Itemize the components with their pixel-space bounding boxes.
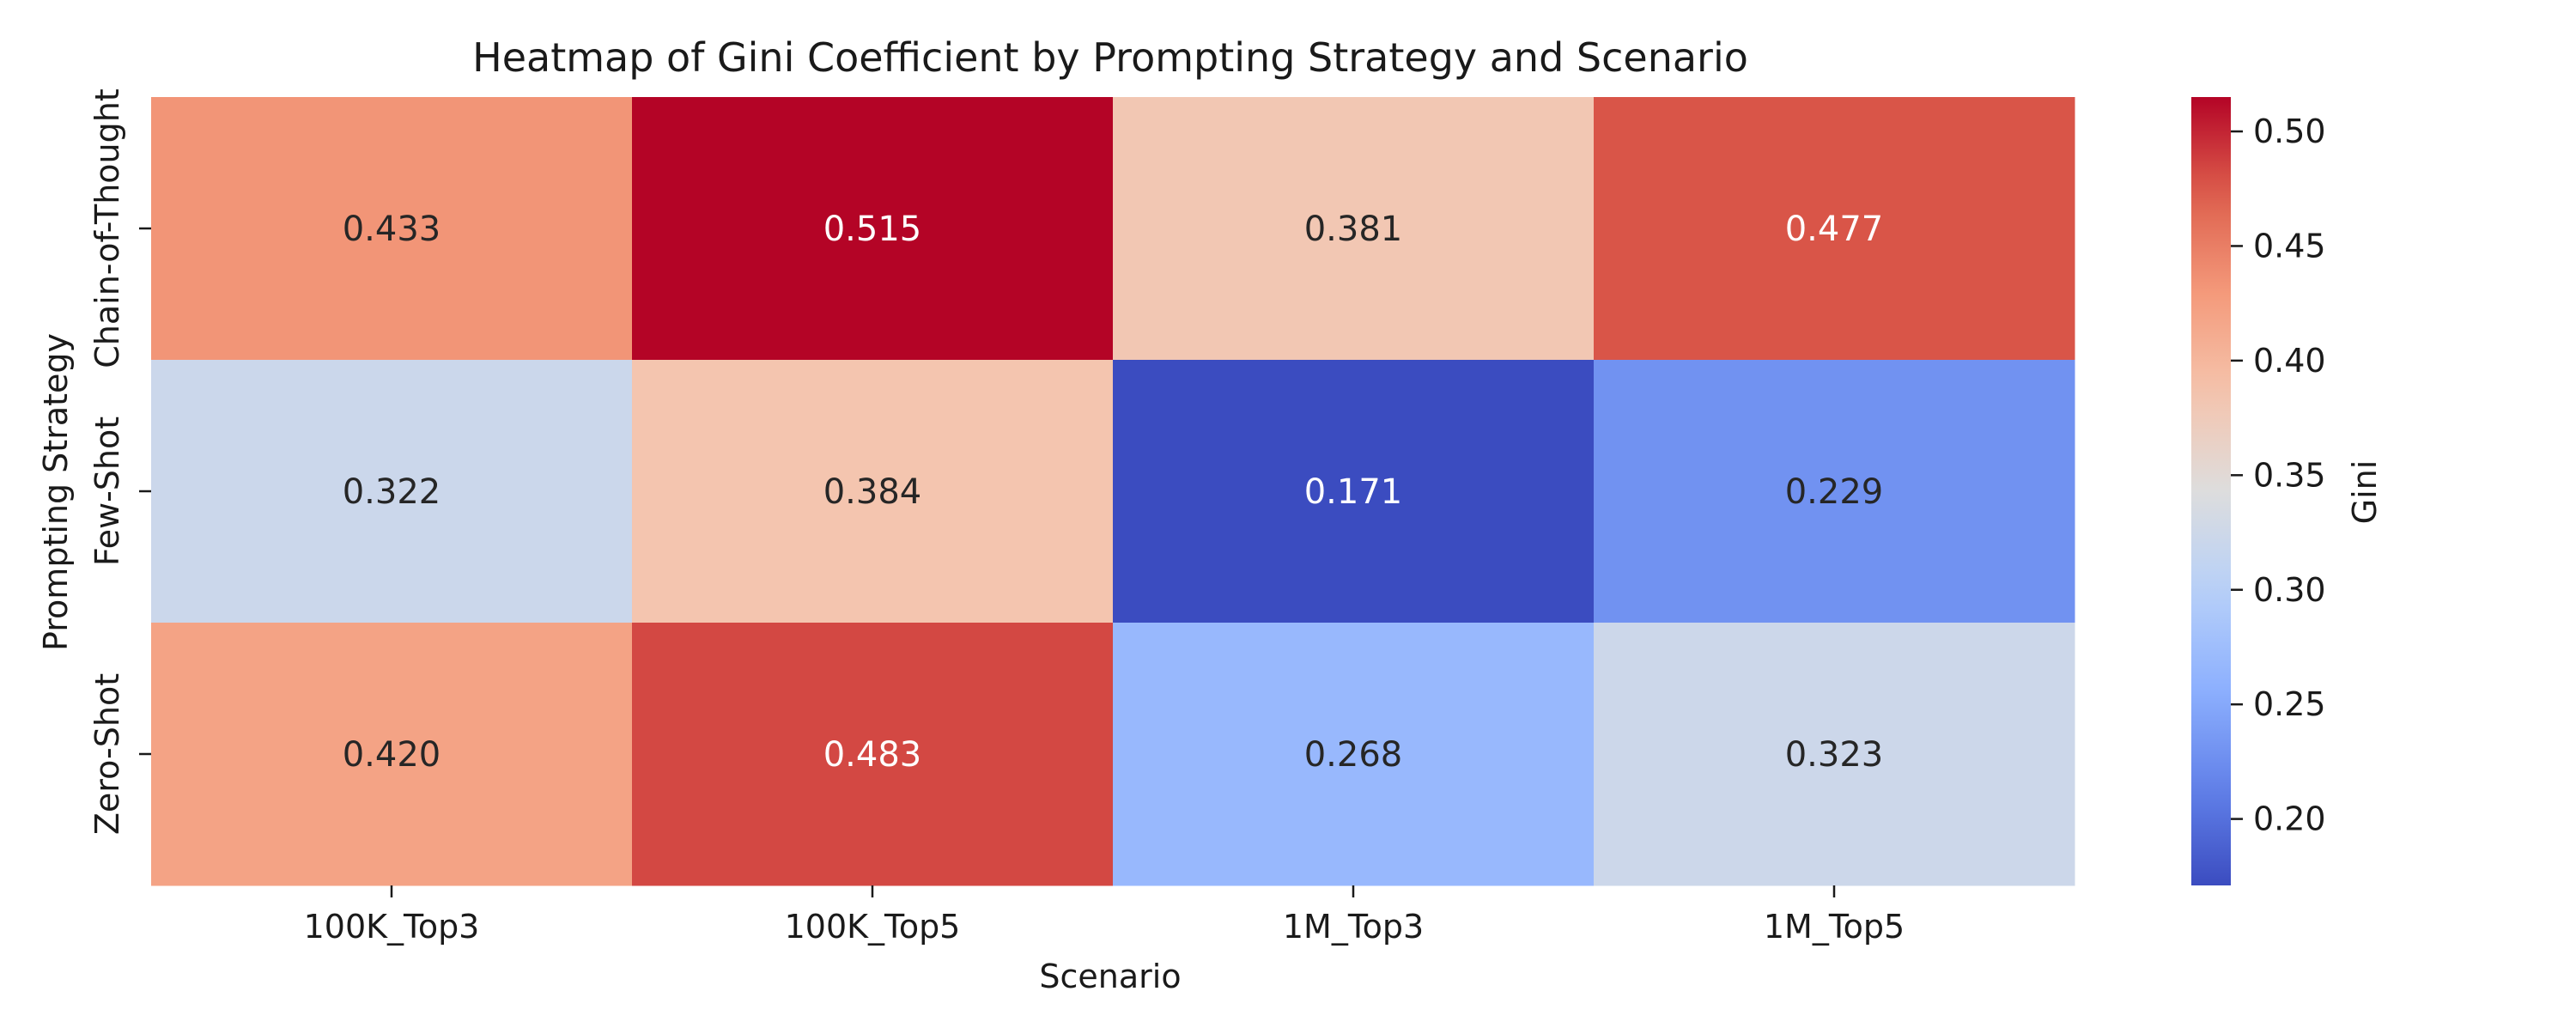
cell-value-label: 0.322 <box>343 472 441 512</box>
x-axis-label: Scenario <box>1039 958 1181 995</box>
heatmap-cells: 0.433 0.515 0.381 0.477 0.322 0.384 0.171 0.229… <box>151 97 2075 886</box>
cell-value-label: 0.420 <box>343 735 441 775</box>
cell-value-label: 0.433 <box>343 210 441 249</box>
cell-value-label: 0.477 <box>1785 210 1884 249</box>
heatmap-cell <box>632 360 1114 623</box>
heatmap-cell <box>151 623 633 886</box>
heatmap-cell <box>1113 97 1595 361</box>
cell-value-label: 0.323 <box>1785 735 1884 775</box>
y-tick-label: Few-Shot <box>88 417 126 566</box>
cell-value-label: 0.483 <box>823 735 922 775</box>
colorbar-tick-label: 0.50 <box>2253 113 2326 150</box>
chart-title: Heatmap of Gini Coefficient by Prompting… <box>472 34 1748 81</box>
heatmap-cell <box>1594 97 2075 361</box>
colorbar-tick-label: 0.45 <box>2253 227 2326 265</box>
heatmap-cell <box>151 360 633 623</box>
colorbar-tick-label: 0.35 <box>2253 456 2326 494</box>
x-tick-label: 100K_Top5 <box>785 908 961 946</box>
x-axis: 100K_Top3 100K_Top5 1M_Top3 1M_Top5 <box>304 885 1905 946</box>
cell-value-label: 0.381 <box>1304 210 1403 249</box>
colorbar-tick-label: 0.25 <box>2253 685 2326 723</box>
colorbar-tick-label: 0.40 <box>2253 342 2326 380</box>
cell-value-label: 0.171 <box>1304 472 1403 512</box>
heatmap-cell <box>1113 623 1595 886</box>
colorbar-tick-label: 0.30 <box>2253 571 2326 609</box>
colorbar-label: Gini <box>2346 460 2384 525</box>
x-tick-label: 1M_Top5 <box>1764 908 1905 946</box>
cell-value-label: 0.229 <box>1785 472 1884 512</box>
y-tick-label: Zero-Shot <box>88 673 126 835</box>
cell-value-label: 0.268 <box>1304 735 1403 775</box>
cell-value-label: 0.384 <box>823 472 922 512</box>
colorbar: 0.20 0.25 0.30 0.35 0.40 0.45 0.50 <box>2191 97 2326 885</box>
cell-value-label: 0.515 <box>823 210 922 249</box>
heatmap-cell <box>632 623 1114 886</box>
heatmap-cell <box>1594 623 2075 886</box>
y-axis-label: Prompting Strategy <box>37 333 75 651</box>
y-axis: Chain-of-Thought Few-Shot Zero-Shot <box>88 88 151 835</box>
heatmap-cell <box>151 97 633 361</box>
colorbar-tick-label: 0.20 <box>2253 800 2326 838</box>
y-tick-label: Chain-of-Thought <box>88 88 126 368</box>
x-tick-label: 1M_Top3 <box>1283 908 1424 946</box>
colorbar-gradient <box>2191 97 2231 885</box>
heatmap-cell <box>1113 360 1595 623</box>
heatmap-cell <box>632 97 1114 361</box>
x-tick-label: 100K_Top3 <box>304 908 480 946</box>
heatmap-cell <box>1594 360 2075 623</box>
